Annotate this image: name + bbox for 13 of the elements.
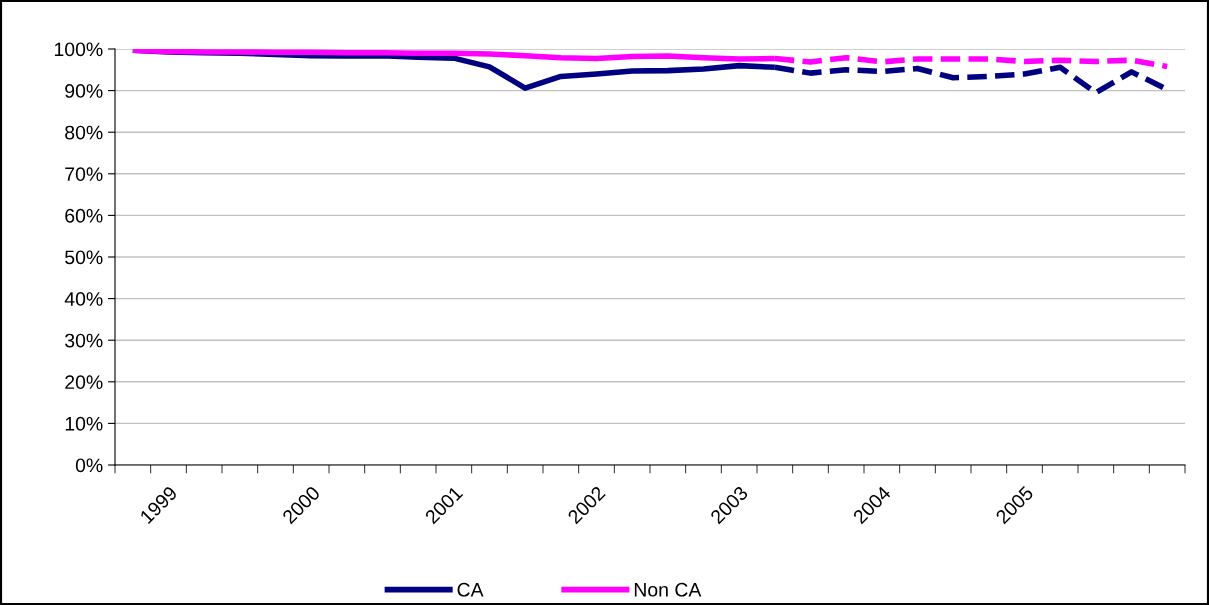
y-tick-label: 90% (65, 84, 103, 98)
y-tick-label: 10% (65, 416, 103, 431)
y-tick-label: 50% (65, 250, 103, 265)
y-tick-label: 100% (54, 42, 103, 57)
legend-label: Non CA (634, 582, 702, 597)
y-tick-label: 30% (65, 333, 103, 348)
y-tick-label: 80% (65, 125, 103, 140)
y-tick-label: 60% (65, 208, 103, 223)
y-tick-label: 40% (64, 292, 103, 306)
y-tick-label: 20% (65, 375, 103, 390)
y-tick-label: 0% (75, 458, 103, 473)
y-tick-label: 70% (65, 167, 103, 182)
legend-label: CA (457, 582, 484, 597)
